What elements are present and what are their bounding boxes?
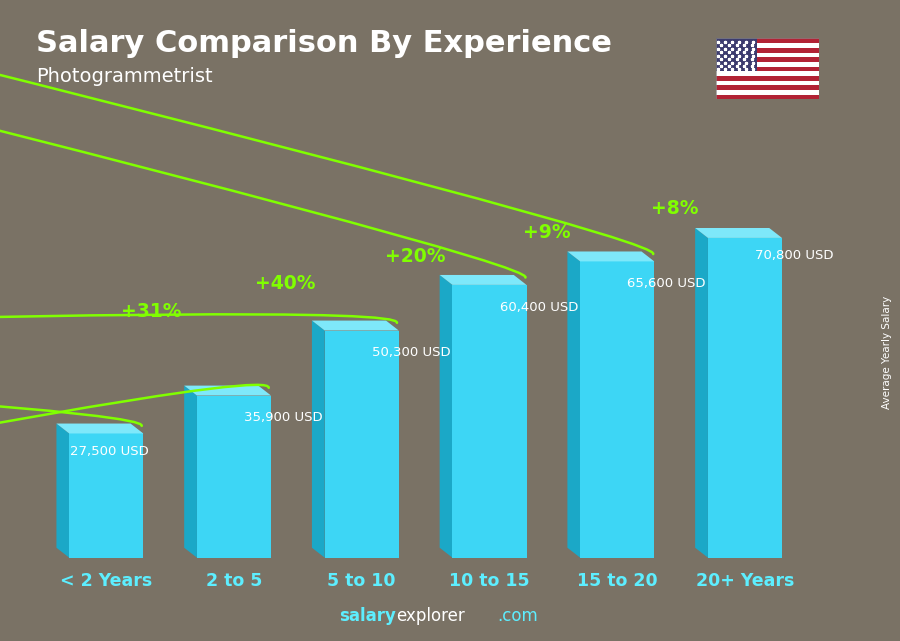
Bar bbox=[716, 71, 819, 76]
Bar bbox=[716, 62, 819, 67]
Text: 60,400 USD: 60,400 USD bbox=[500, 301, 578, 313]
Bar bbox=[453, 285, 526, 558]
Bar bbox=[716, 53, 819, 57]
Bar bbox=[716, 38, 819, 43]
Text: 35,900 USD: 35,900 USD bbox=[244, 412, 323, 424]
Polygon shape bbox=[184, 386, 271, 395]
Text: 27,500 USD: 27,500 USD bbox=[70, 445, 149, 458]
Text: 50,300 USD: 50,300 USD bbox=[372, 346, 451, 360]
Bar bbox=[325, 331, 399, 558]
Text: .com: .com bbox=[498, 607, 538, 625]
Text: +40%: +40% bbox=[255, 274, 315, 294]
Bar bbox=[716, 57, 819, 62]
Bar bbox=[716, 81, 819, 85]
Text: salary: salary bbox=[339, 607, 396, 625]
Bar bbox=[197, 395, 271, 558]
Polygon shape bbox=[440, 275, 526, 285]
Text: Average Yearly Salary: Average Yearly Salary bbox=[881, 296, 892, 409]
Polygon shape bbox=[312, 320, 325, 558]
Text: 65,600 USD: 65,600 USD bbox=[627, 277, 706, 290]
Text: 70,800 USD: 70,800 USD bbox=[755, 249, 833, 262]
Bar bbox=[716, 48, 819, 53]
Polygon shape bbox=[184, 386, 197, 558]
Polygon shape bbox=[567, 251, 654, 262]
Polygon shape bbox=[695, 228, 782, 238]
Polygon shape bbox=[312, 320, 399, 331]
Bar bbox=[69, 433, 143, 558]
Bar bbox=[716, 90, 819, 95]
Bar bbox=[716, 95, 819, 99]
Text: +20%: +20% bbox=[385, 247, 446, 265]
Bar bbox=[716, 67, 819, 71]
Bar bbox=[716, 43, 819, 48]
Polygon shape bbox=[567, 251, 580, 558]
Bar bbox=[716, 76, 819, 81]
Text: Photogrammetrist: Photogrammetrist bbox=[36, 67, 212, 87]
Text: +8%: +8% bbox=[651, 199, 698, 218]
Polygon shape bbox=[57, 424, 143, 433]
Bar bbox=[716, 38, 757, 71]
Polygon shape bbox=[57, 424, 69, 558]
Bar bbox=[580, 262, 654, 558]
Text: +9%: +9% bbox=[523, 222, 571, 242]
Text: explorer: explorer bbox=[396, 607, 464, 625]
Text: Salary Comparison By Experience: Salary Comparison By Experience bbox=[36, 29, 612, 58]
Bar bbox=[716, 85, 819, 90]
Bar bbox=[708, 238, 782, 558]
Text: +31%: +31% bbox=[121, 302, 181, 321]
Polygon shape bbox=[695, 228, 708, 558]
Polygon shape bbox=[440, 275, 453, 558]
